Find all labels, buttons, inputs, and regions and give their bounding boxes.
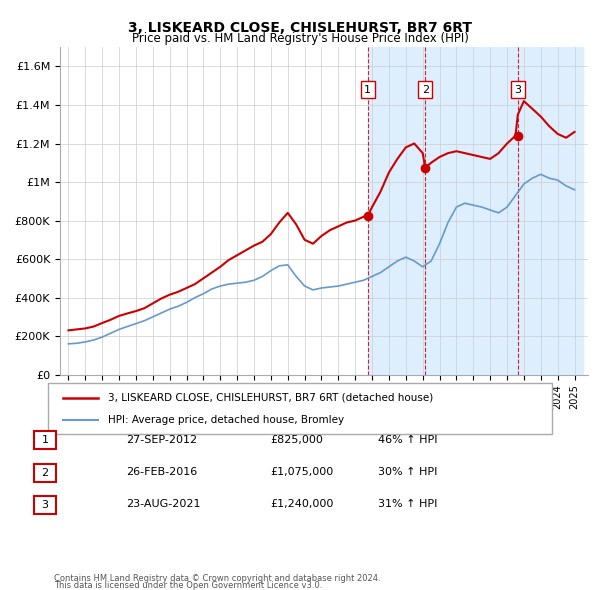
Text: 3, LISKEARD CLOSE, CHISLEHURST, BR7 6RT: 3, LISKEARD CLOSE, CHISLEHURST, BR7 6RT <box>128 21 472 35</box>
Text: £1,075,000: £1,075,000 <box>270 467 333 477</box>
Text: 2: 2 <box>41 468 49 477</box>
Text: 31% ↑ HPI: 31% ↑ HPI <box>378 500 437 509</box>
Text: 30% ↑ HPI: 30% ↑ HPI <box>378 467 437 477</box>
Bar <box>368 47 583 375</box>
Text: 23-AUG-2021: 23-AUG-2021 <box>126 500 200 509</box>
Text: 3: 3 <box>41 500 49 510</box>
Text: HPI: Average price, detached house, Bromley: HPI: Average price, detached house, Brom… <box>109 415 344 425</box>
Text: £1,240,000: £1,240,000 <box>270 500 334 509</box>
Text: Contains HM Land Registry data © Crown copyright and database right 2024.: Contains HM Land Registry data © Crown c… <box>54 574 380 583</box>
Text: 3: 3 <box>514 85 521 95</box>
Text: £825,000: £825,000 <box>270 435 323 444</box>
FancyBboxPatch shape <box>48 384 552 434</box>
Text: 1: 1 <box>41 435 49 445</box>
Text: Price paid vs. HM Land Registry's House Price Index (HPI): Price paid vs. HM Land Registry's House … <box>131 32 469 45</box>
Text: 1: 1 <box>364 85 371 95</box>
Text: 26-FEB-2016: 26-FEB-2016 <box>126 467 197 477</box>
FancyBboxPatch shape <box>34 464 56 481</box>
FancyBboxPatch shape <box>34 431 56 449</box>
FancyBboxPatch shape <box>34 496 56 514</box>
Text: 2: 2 <box>422 85 429 95</box>
Text: 27-SEP-2012: 27-SEP-2012 <box>126 435 197 444</box>
Text: 3, LISKEARD CLOSE, CHISLEHURST, BR7 6RT (detached house): 3, LISKEARD CLOSE, CHISLEHURST, BR7 6RT … <box>109 392 434 402</box>
Text: This data is licensed under the Open Government Licence v3.0.: This data is licensed under the Open Gov… <box>54 581 322 590</box>
Text: 46% ↑ HPI: 46% ↑ HPI <box>378 435 437 444</box>
